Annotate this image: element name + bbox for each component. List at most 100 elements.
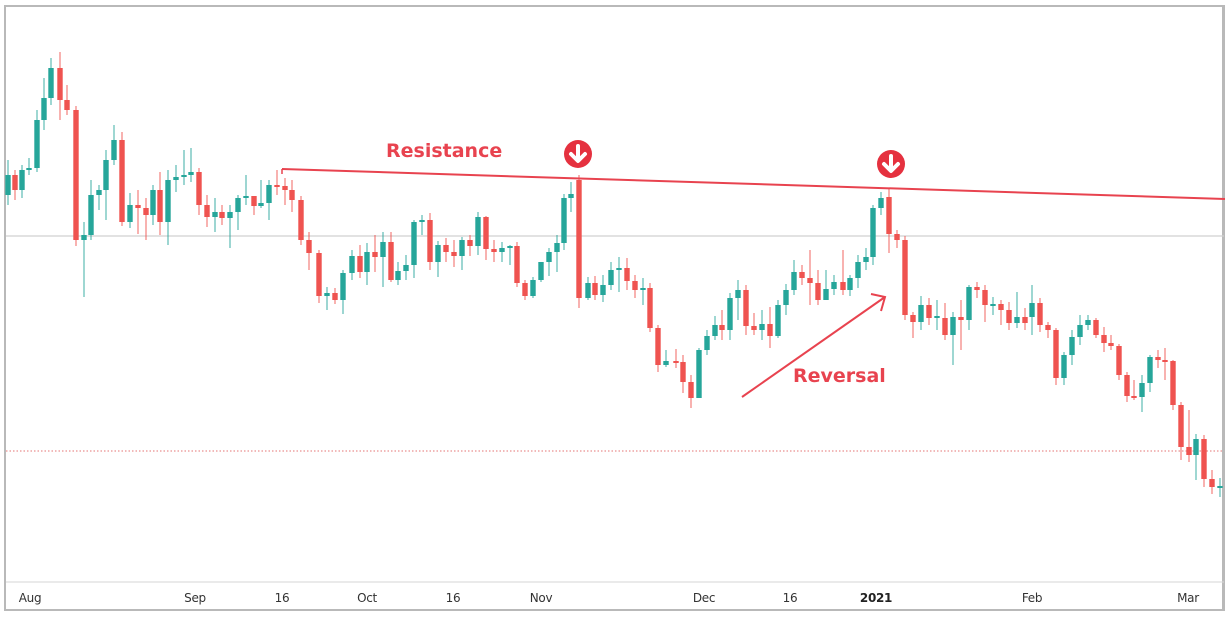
- candle-up[interactable]: [1029, 285, 1035, 335]
- candle-up[interactable]: [127, 193, 133, 228]
- candle-up[interactable]: [1014, 292, 1020, 328]
- candle-down[interactable]: [751, 313, 757, 335]
- candle-down[interactable]: [799, 265, 805, 285]
- candle-up[interactable]: [324, 287, 330, 310]
- candle-down[interactable]: [688, 375, 694, 408]
- candle-down[interactable]: [998, 300, 1004, 325]
- candle-down[interactable]: [119, 132, 125, 226]
- candle-up[interactable]: [735, 280, 741, 320]
- candle-up[interactable]: [41, 78, 47, 130]
- candle-up[interactable]: [181, 150, 187, 185]
- candle-up[interactable]: [530, 277, 536, 298]
- candle-up[interactable]: [783, 284, 789, 315]
- candle-down[interactable]: [196, 168, 202, 215]
- candle-up[interactable]: [966, 285, 972, 330]
- candle-up[interactable]: [111, 125, 117, 165]
- candle-up[interactable]: [227, 205, 233, 248]
- candle-up[interactable]: [459, 237, 465, 270]
- candle-down[interactable]: [576, 175, 582, 308]
- candle-up[interactable]: [48, 58, 54, 105]
- candle-up[interactable]: [696, 348, 702, 398]
- candle-down[interactable]: [64, 85, 70, 115]
- candle-up[interactable]: [34, 110, 40, 172]
- candle-down[interactable]: [298, 196, 304, 245]
- candle-up[interactable]: [380, 232, 386, 287]
- candle-up[interactable]: [235, 195, 241, 230]
- candle-down[interactable]: [204, 195, 210, 227]
- candle-down[interactable]: [1170, 360, 1176, 410]
- candle-down[interactable]: [926, 298, 932, 325]
- candle-up[interactable]: [791, 260, 797, 295]
- candle-down[interactable]: [1045, 322, 1051, 338]
- candle-down[interactable]: [1101, 327, 1107, 352]
- candle-down[interactable]: [306, 232, 312, 270]
- candle-up[interactable]: [950, 312, 956, 365]
- candle-up[interactable]: [546, 248, 552, 276]
- candle-up[interactable]: [561, 194, 567, 250]
- candle-up[interactable]: [600, 275, 606, 302]
- candle-down[interactable]: [910, 312, 916, 338]
- candle-up[interactable]: [712, 316, 718, 340]
- candle-up[interactable]: [212, 198, 218, 232]
- candle-down[interactable]: [427, 213, 433, 270]
- candle-up[interactable]: [990, 297, 996, 315]
- candle-down[interactable]: [1131, 380, 1137, 400]
- candle-up[interactable]: [81, 222, 87, 297]
- candle-up[interactable]: [1085, 315, 1091, 330]
- candle-down[interactable]: [357, 245, 363, 278]
- down-arrow-marker-icon[interactable]: [877, 150, 905, 178]
- candle-down[interactable]: [73, 106, 79, 246]
- candle-down[interactable]: [982, 285, 988, 322]
- candle-down[interactable]: [443, 238, 449, 262]
- candle-up[interactable]: [640, 278, 646, 305]
- candle-down[interactable]: [289, 180, 295, 212]
- candle-up[interactable]: [26, 158, 32, 175]
- candle-up[interactable]: [663, 350, 669, 367]
- candle-down[interactable]: [958, 300, 964, 350]
- candle-up[interactable]: [88, 180, 94, 240]
- candle-up[interactable]: [616, 257, 622, 292]
- reversal-arrow[interactable]: [741, 293, 887, 398]
- candle-down[interactable]: [1108, 335, 1114, 350]
- candle-up[interactable]: [96, 185, 102, 210]
- candle-down[interactable]: [491, 240, 497, 262]
- candle-up[interactable]: [1217, 478, 1223, 497]
- candle-up[interactable]: [258, 180, 264, 208]
- candle-down[interactable]: [219, 205, 225, 225]
- candle-up[interactable]: [878, 192, 884, 215]
- candle-up[interactable]: [1139, 375, 1145, 412]
- candle-down[interactable]: [483, 216, 489, 260]
- candle-up[interactable]: [1193, 434, 1199, 480]
- candle-down[interactable]: [1201, 435, 1207, 487]
- candle-up[interactable]: [1061, 352, 1067, 385]
- candle-up[interactable]: [1077, 315, 1083, 345]
- candle-down[interactable]: [12, 170, 18, 200]
- candle-down[interactable]: [1209, 470, 1215, 494]
- candle-up[interactable]: [364, 243, 370, 285]
- candle-down[interactable]: [647, 283, 653, 332]
- candle-up[interactable]: [499, 242, 505, 262]
- candle-up[interactable]: [568, 182, 574, 212]
- candle-up[interactable]: [411, 220, 417, 278]
- candle-down[interactable]: [632, 275, 638, 298]
- candle-down[interactable]: [274, 170, 280, 195]
- candle-down[interactable]: [514, 242, 520, 287]
- candle-up[interactable]: [759, 310, 765, 340]
- candle-down[interactable]: [1155, 350, 1161, 368]
- candle-down[interactable]: [1124, 372, 1130, 402]
- candle-down[interactable]: [655, 325, 661, 372]
- candle-up[interactable]: [608, 262, 614, 290]
- candle-up[interactable]: [19, 165, 25, 198]
- candle-up[interactable]: [823, 270, 829, 300]
- candle-down[interactable]: [332, 288, 338, 304]
- candle-down[interactable]: [719, 310, 725, 340]
- candle-down[interactable]: [282, 178, 288, 205]
- candle-down[interactable]: [807, 250, 813, 305]
- candle-down[interactable]: [1093, 318, 1099, 338]
- candle-down[interactable]: [135, 190, 141, 234]
- candle-up[interactable]: [585, 277, 591, 300]
- candle-down[interactable]: [1022, 308, 1028, 330]
- candle-down[interactable]: [673, 349, 679, 368]
- candle-down[interactable]: [388, 232, 394, 282]
